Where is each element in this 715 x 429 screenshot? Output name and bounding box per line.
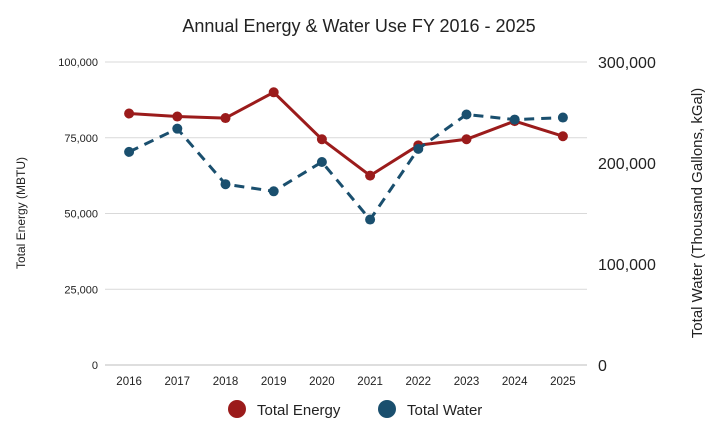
chart: Annual Energy & Water Use FY 2016 - 2025… — [0, 0, 715, 424]
left-tick-label: 75,000 — [64, 133, 98, 145]
data-point-energy — [269, 87, 279, 97]
data-point-water — [510, 115, 520, 125]
data-point-energy — [365, 171, 375, 181]
right-tick-label: 300,000 — [598, 55, 656, 72]
series-line-water — [129, 115, 563, 220]
data-point-water — [462, 110, 472, 120]
data-point-energy — [172, 112, 182, 122]
chart-svg: Annual Energy & Water Use FY 2016 - 2025… — [0, 0, 715, 424]
left-tick-label: 50,000 — [64, 209, 98, 221]
data-point-water — [221, 179, 231, 189]
data-point-energy — [558, 131, 568, 141]
x-tick-label: 2023 — [454, 376, 480, 388]
right-axis-label: Total Water (Thousand Gallons, kGal) — [689, 88, 706, 338]
legend-label-energy: Total Energy — [257, 402, 341, 419]
legend-marker-energy — [228, 400, 246, 418]
x-tick-label: 2019 — [261, 376, 287, 388]
data-point-water — [317, 157, 327, 167]
left-axis-label: Total Energy (MBTU) — [14, 157, 28, 269]
data-point-energy — [221, 113, 231, 123]
right-tick-label: 0 — [598, 358, 607, 375]
x-tick-label: 2024 — [502, 376, 528, 388]
data-point-water — [558, 113, 568, 123]
data-point-energy — [462, 134, 472, 144]
data-point-energy — [124, 109, 134, 119]
x-tick-label: 2016 — [116, 376, 142, 388]
left-tick-label: 0 — [92, 360, 98, 372]
legend-marker-water — [378, 400, 396, 418]
x-axis-ticks: 2016 2017 2018 2019 2020 2021 2022 2023 2024 2025 — [116, 376, 575, 388]
data-point-water — [269, 186, 279, 196]
x-tick-label: 2020 — [309, 376, 335, 388]
right-tick-label: 200,000 — [598, 156, 656, 173]
data-point-water — [124, 147, 134, 157]
data-point-energy — [317, 134, 327, 144]
data-point-water — [413, 144, 423, 154]
data-point-water — [365, 215, 375, 225]
data-point-water — [172, 124, 182, 134]
x-tick-label: 2018 — [213, 376, 239, 388]
x-tick-label: 2025 — [550, 376, 576, 388]
left-tick-label: 100,000 — [58, 57, 98, 69]
right-axis-ticks: 0 100,000 200,000 300,000 — [598, 55, 656, 375]
left-tick-label: 25,000 — [64, 284, 98, 296]
x-tick-label: 2022 — [406, 376, 432, 388]
x-tick-label: 2021 — [357, 376, 383, 388]
right-tick-label: 100,000 — [598, 257, 656, 274]
series-layer — [124, 87, 568, 224]
legend: Total Energy Total Water — [228, 400, 482, 419]
left-axis-ticks: 0 25,000 50,000 75,000 100,000 — [58, 57, 98, 372]
legend-label-water: Total Water — [407, 402, 482, 419]
gridlines — [105, 62, 587, 365]
x-tick-label: 2017 — [165, 376, 191, 388]
series-line-energy — [129, 92, 563, 175]
chart-title: Annual Energy & Water Use FY 2016 - 2025 — [182, 16, 535, 36]
